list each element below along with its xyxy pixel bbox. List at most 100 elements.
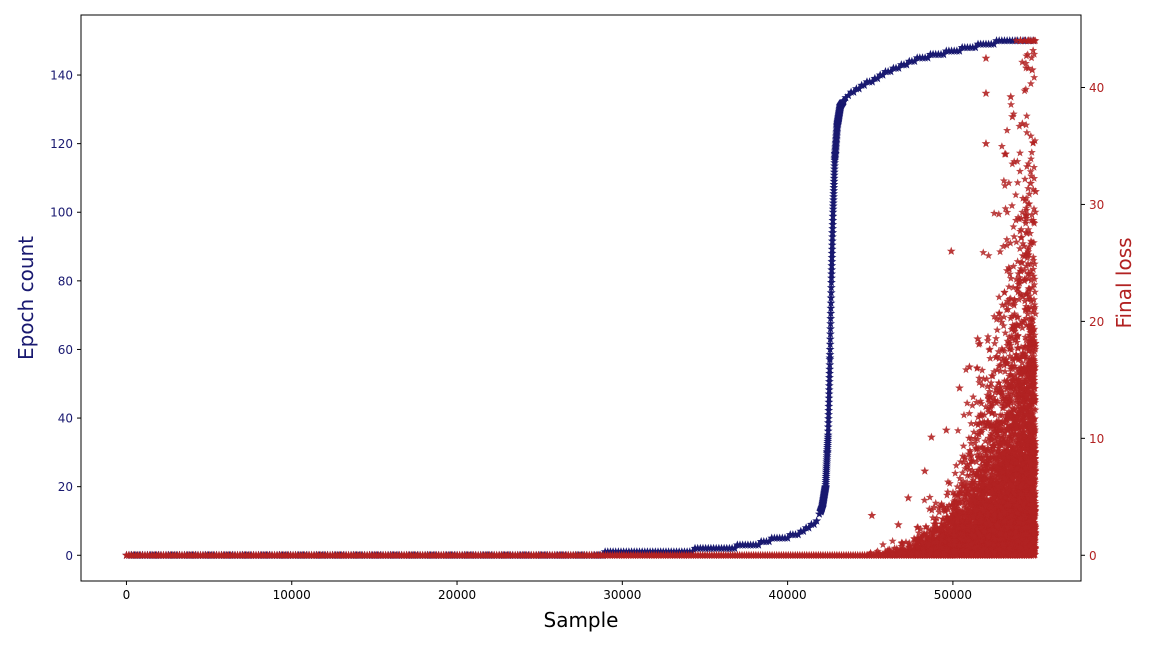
final-loss-point	[1015, 244, 1024, 253]
final-loss-point	[1029, 265, 1038, 273]
epoch-count-point	[902, 60, 911, 69]
final-loss-point	[994, 210, 1003, 218]
final-loss-point	[1013, 178, 1022, 187]
final-loss-point	[930, 503, 938, 511]
final-loss-point	[1020, 296, 1029, 305]
final-loss-point	[987, 470, 996, 478]
epoch-count-point	[804, 523, 814, 532]
final-loss-point	[999, 176, 1008, 185]
epoch-count-point	[828, 224, 837, 233]
final-loss-point	[1029, 46, 1038, 54]
final-loss-point	[1014, 364, 1023, 373]
final-loss-point	[1030, 482, 1039, 491]
epoch-count-point	[826, 283, 836, 292]
final-loss-point	[985, 397, 994, 406]
final-loss-point	[942, 524, 951, 532]
final-loss-point	[1007, 388, 1015, 397]
final-loss-point	[1012, 350, 1021, 358]
final-loss-point	[975, 378, 984, 386]
epoch-count-point	[829, 182, 839, 192]
final-loss-point	[968, 401, 977, 409]
final-loss-point	[1018, 208, 1027, 216]
final-loss-point	[937, 499, 946, 508]
final-loss-point	[958, 498, 967, 506]
final-loss-point	[1018, 374, 1027, 383]
final-loss-point	[1022, 128, 1031, 136]
final-loss-point	[1001, 328, 1010, 337]
final-loss-point	[959, 458, 968, 466]
final-loss-point	[1014, 213, 1023, 221]
final-loss-point	[975, 504, 984, 512]
final-loss-point	[984, 459, 993, 467]
final-loss-point	[1013, 157, 1022, 165]
final-loss-point	[1025, 489, 1034, 497]
final-loss-point	[1024, 159, 1033, 168]
final-loss-point	[951, 469, 960, 477]
final-loss-point	[1022, 384, 1031, 393]
epoch-count-point	[826, 298, 836, 307]
final-loss-point	[1003, 208, 1012, 216]
final-loss-point	[980, 445, 989, 453]
final-loss-point	[940, 503, 949, 511]
final-loss-point	[967, 439, 975, 447]
final-loss-point	[1022, 63, 1030, 72]
epoch-count-point	[824, 418, 833, 427]
final-loss-point	[1017, 225, 1026, 233]
epoch-count-point	[826, 319, 835, 328]
final-loss-point	[995, 477, 1004, 486]
final-loss-point	[1013, 257, 1022, 265]
final-loss-point	[962, 529, 971, 537]
final-loss-point	[943, 491, 951, 499]
final-loss-point	[1018, 251, 1027, 259]
final-loss-point	[935, 508, 944, 516]
final-loss-point	[1000, 181, 1009, 190]
final-loss-point	[976, 409, 985, 418]
epoch-count-point	[971, 43, 980, 52]
final-loss-point	[945, 501, 954, 509]
epoch-count-point	[829, 189, 838, 198]
final-loss-point	[1018, 258, 1027, 266]
final-loss-point	[1017, 291, 1026, 299]
final-loss-point	[1028, 315, 1037, 324]
final-loss-point	[1016, 276, 1025, 284]
final-loss-point	[1029, 343, 1037, 352]
final-loss-point	[1020, 496, 1029, 505]
final-loss-point	[963, 532, 971, 540]
final-loss-series	[122, 36, 1040, 559]
final-loss-point	[1002, 266, 1011, 274]
epoch-count-point	[688, 547, 697, 556]
final-loss-point	[955, 474, 964, 482]
final-loss-point	[1015, 486, 1024, 495]
final-loss-point	[939, 506, 948, 514]
final-loss-point	[986, 478, 995, 486]
epoch-count-point	[859, 80, 869, 89]
final-loss-point	[986, 392, 995, 400]
final-loss-point	[1030, 494, 1039, 502]
final-loss-point	[964, 434, 973, 442]
epoch-count-point	[827, 248, 837, 258]
final-loss-point	[958, 468, 967, 477]
final-loss-point	[1026, 239, 1035, 248]
epoch-count-point	[754, 540, 763, 549]
final-loss-point	[968, 466, 977, 474]
final-loss-point	[1024, 36, 1033, 45]
final-loss-point	[1030, 280, 1039, 289]
final-loss-point	[979, 452, 988, 461]
final-loss-point	[997, 318, 1006, 326]
epoch-count-point	[829, 170, 839, 179]
final-loss-point	[1026, 79, 1035, 88]
epoch-count-point	[827, 273, 836, 282]
final-loss-point	[1010, 157, 1019, 165]
epoch-count-point	[939, 49, 948, 59]
final-loss-point	[1015, 122, 1024, 130]
final-loss-point	[1009, 435, 1017, 443]
final-loss-point	[1014, 344, 1023, 352]
epoch-count-point	[825, 353, 835, 362]
epoch-count-point	[828, 201, 838, 210]
final-loss-point	[1021, 219, 1030, 227]
final-loss-point	[1016, 289, 1024, 297]
final-loss-point	[1027, 148, 1036, 156]
final-loss-point	[1009, 222, 1018, 231]
final-loss-point	[991, 469, 1000, 478]
final-loss-point	[990, 367, 999, 376]
